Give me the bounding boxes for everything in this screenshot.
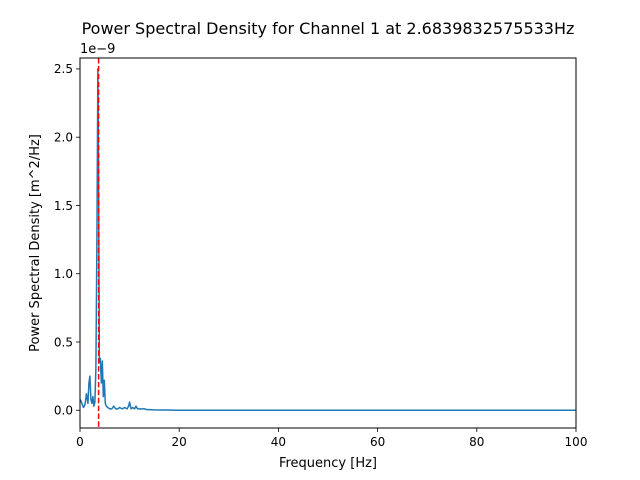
x-tick-label: 100 — [565, 435, 588, 449]
chart-title: Power Spectral Density for Channel 1 at … — [82, 19, 575, 38]
series-layer — [79, 68, 576, 411]
y-tick-label: 2.5 — [54, 62, 73, 76]
x-tick-label: 20 — [172, 435, 187, 449]
y-tick-label: 2.0 — [54, 130, 73, 144]
x-tick-label: 60 — [370, 435, 385, 449]
y-tick-label: 1.0 — [54, 267, 73, 281]
x-tick-label: 40 — [271, 435, 286, 449]
plot-frame — [79, 57, 577, 429]
x-tick-label: 0 — [76, 435, 84, 449]
y-tick-label: 1.5 — [54, 199, 73, 213]
psd-series-line-0 — [79, 68, 576, 411]
y-axis-label: Power Spectral Density [m^2/Hz] — [28, 134, 43, 352]
y-tick-label: 0.5 — [54, 335, 73, 349]
x-axis-label: Frequency [Hz] — [279, 456, 377, 471]
plot-area — [79, 57, 577, 429]
y-axis: 0.0 0.5 1.0 1.5 2.0 2.5 — [54, 62, 80, 418]
y-tick-label: 0.0 — [54, 404, 73, 418]
x-tick-label: 80 — [469, 435, 484, 449]
y-offset-label: 1e−9 — [80, 42, 115, 57]
plot-background — [80, 58, 576, 428]
x-axis: 0 20 40 60 80 100 — [76, 428, 587, 449]
